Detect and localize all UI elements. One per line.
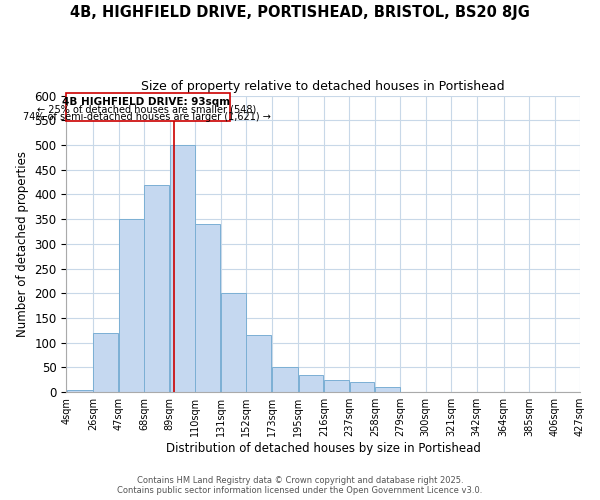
Text: Contains HM Land Registry data © Crown copyright and database right 2025.
Contai: Contains HM Land Registry data © Crown c… [118,476,482,495]
Text: 4B, HIGHFIELD DRIVE, PORTISHEAD, BRISTOL, BS20 8JG: 4B, HIGHFIELD DRIVE, PORTISHEAD, BRISTOL… [70,5,530,20]
Text: 4B HIGHFIELD DRIVE: 93sqm: 4B HIGHFIELD DRIVE: 93sqm [62,96,230,106]
Bar [196,224,220,392]
Bar [375,388,400,392]
Y-axis label: Number of detached properties: Number of detached properties [16,151,29,337]
Text: 74% of semi-detached houses are larger (1,621) →: 74% of semi-detached houses are larger (… [23,112,271,122]
Bar [350,382,374,392]
X-axis label: Distribution of detached houses by size in Portishead: Distribution of detached houses by size … [166,442,481,455]
Bar [247,336,271,392]
Text: ← 25% of detached houses are smaller (548): ← 25% of detached houses are smaller (54… [37,105,256,115]
Bar [145,184,169,392]
Bar [119,219,144,392]
FancyBboxPatch shape [67,92,230,122]
Bar [221,294,246,392]
Bar [67,390,93,392]
Bar [324,380,349,392]
Bar [170,145,195,392]
Bar [272,368,298,392]
Title: Size of property relative to detached houses in Portishead: Size of property relative to detached ho… [142,80,505,93]
Bar [299,375,323,392]
Bar [94,333,118,392]
